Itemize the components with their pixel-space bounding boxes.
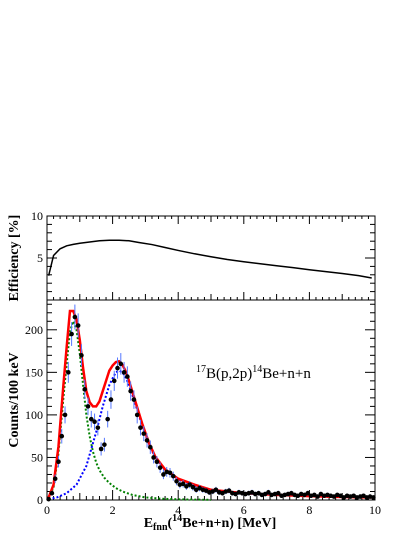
data-point <box>131 397 137 402</box>
eff-y-tick-label: 5 <box>37 251 43 265</box>
data-point <box>88 416 94 422</box>
data-point <box>187 482 192 487</box>
counts-y-axis-title: Counts/100 keV <box>7 352 22 447</box>
data-point <box>371 495 376 500</box>
data-point <box>115 365 120 371</box>
data-point <box>157 465 163 470</box>
x-axis-title: Efnn(14Be+n+n) [MeV] <box>144 513 277 533</box>
data-point <box>266 490 271 495</box>
x-title-rest: Be+n+n) [MeV] <box>182 516 276 531</box>
cnt-x-tick-label: 10 <box>369 503 381 517</box>
data-point <box>174 478 179 484</box>
data-point <box>141 431 147 436</box>
data-point <box>82 387 88 392</box>
data-point <box>62 412 68 418</box>
annotation-sup-17: 17 <box>196 364 206 375</box>
fit-curves <box>47 309 376 501</box>
peak2-fit-curve <box>48 369 376 501</box>
data-point <box>79 353 84 358</box>
cnt-y-tick-label: 50 <box>31 450 43 464</box>
counts-panel: 0 50 100 150 200 0 2 4 6 8 10 Counts/100 keV 17B(p… <box>7 299 381 533</box>
counts-axis-ticks <box>46 303 376 501</box>
data-point <box>144 438 150 443</box>
reaction-annotation: 17B(p,2p)14Be+n+n <box>196 364 311 382</box>
cnt-y-tick-label: 150 <box>25 365 43 379</box>
cnt-x-tick-label: 8 <box>306 503 312 517</box>
data-point <box>167 470 173 476</box>
x-title-main: E <box>144 516 153 531</box>
counts-tick-labels: 0 50 100 150 200 0 2 4 6 8 10 <box>25 323 381 517</box>
efficiency-panel: 5 10 Efficiency [%] <box>7 209 376 302</box>
data-point <box>190 484 196 490</box>
x-title-sup: 14 <box>172 513 182 524</box>
data-point <box>151 455 156 460</box>
data-point <box>98 446 104 452</box>
data-points <box>46 314 376 502</box>
data-point <box>85 404 91 409</box>
data-point <box>46 496 51 502</box>
efficiency-axis-ticks <box>46 215 376 301</box>
x-title-sub: fnn <box>153 522 168 533</box>
data-point <box>105 416 110 422</box>
peak1-fit-curve <box>47 318 212 501</box>
data-point <box>128 388 133 394</box>
data-point <box>213 487 219 493</box>
data-point <box>59 433 65 439</box>
data-point <box>170 473 176 479</box>
data-point <box>138 425 143 430</box>
counts-plot-frame <box>46 299 376 501</box>
efficiency-tick-labels: 5 10 <box>31 209 43 265</box>
eff-y-tick-label: 10 <box>31 209 43 223</box>
data-point <box>161 472 166 477</box>
data-point <box>49 490 55 496</box>
efficiency-curve <box>47 239 372 279</box>
data-point <box>315 494 320 499</box>
annotation-end: Be+n+n <box>262 366 311 382</box>
data-point <box>134 412 140 418</box>
data-point <box>180 481 186 487</box>
cnt-x-tick-label: 4 <box>175 503 181 517</box>
data-point <box>56 459 61 465</box>
data-point <box>75 323 81 328</box>
cnt-x-tick-label: 2 <box>110 503 116 517</box>
data-point <box>72 314 78 320</box>
cnt-y-tick-label: 0 <box>37 493 43 507</box>
data-point <box>52 476 58 482</box>
annotation-mid: B(p,2p) <box>206 366 252 382</box>
cnt-x-tick-label: 6 <box>241 503 247 517</box>
data-point <box>111 378 117 384</box>
data-point <box>92 419 97 425</box>
cnt-y-tick-label: 200 <box>25 323 43 337</box>
data-point <box>148 444 153 450</box>
efficiency-plot-frame <box>46 215 376 301</box>
data-point <box>66 370 71 375</box>
efficiency-y-axis-title: Efficiency [%] <box>7 215 22 302</box>
data-point <box>108 397 114 402</box>
data-point <box>226 488 232 493</box>
data-point <box>102 442 107 447</box>
cnt-y-tick-label: 100 <box>25 408 43 422</box>
error-bars <box>47 304 375 500</box>
data-point <box>121 370 127 375</box>
data-point <box>305 490 311 496</box>
data-point <box>275 490 281 496</box>
x-title-open: ( <box>168 516 173 531</box>
data-point <box>69 331 74 337</box>
annotation-sup-14: 14 <box>252 364 262 375</box>
data-point <box>95 425 101 430</box>
cnt-x-tick-label: 0 <box>44 503 50 517</box>
total-fit-curve <box>47 309 376 499</box>
data-point <box>118 361 124 367</box>
efficiency-series <box>47 239 372 279</box>
data-point <box>154 459 160 465</box>
data-point <box>125 374 130 379</box>
